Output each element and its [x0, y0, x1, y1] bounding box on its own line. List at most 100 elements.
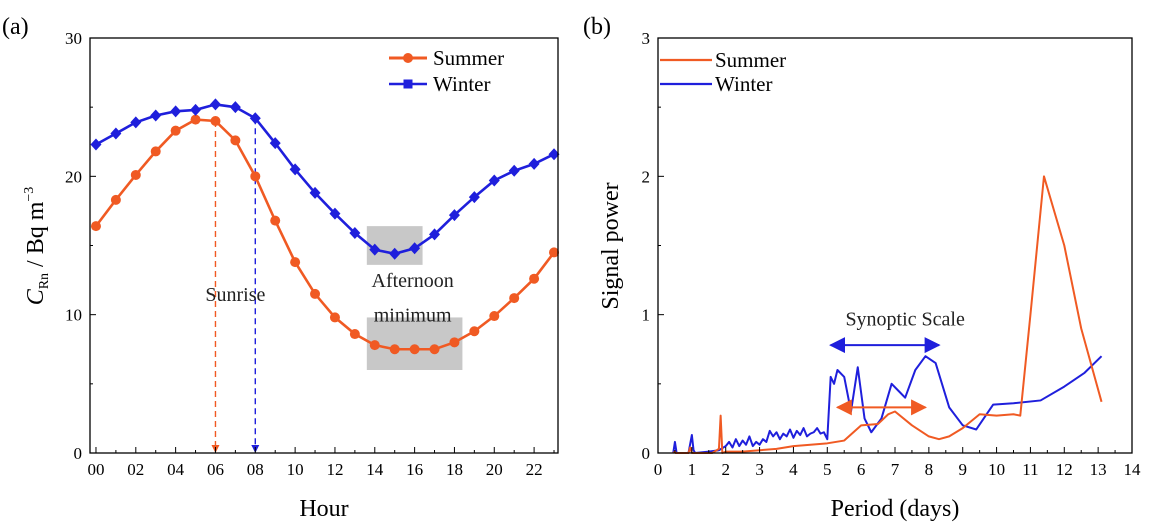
- point-winter-20: [488, 174, 500, 187]
- panel-a: (a) Sunrise Afternoon minimum 00 02 04 06 08 10…: [2, 14, 560, 522]
- point-summer-4: [170, 125, 181, 136]
- point-winter-6: [209, 98, 221, 111]
- afternoon-minimum-shading: [366, 226, 463, 370]
- a-xtick-label-2: 04: [167, 460, 185, 479]
- a-xtick-label-4: 08: [247, 460, 264, 479]
- b-xtick-label-6: 6: [857, 460, 866, 479]
- series-line-summer: [94, 118, 556, 351]
- b-ytick-label-3: 3: [642, 29, 651, 48]
- panel-b-y-ticks: 0 1 2 3: [642, 29, 664, 463]
- legend-summer-label: Summer: [433, 46, 504, 70]
- a-xtick-label-11: 22: [526, 460, 543, 479]
- b-xtick-label-9: 9: [958, 460, 967, 479]
- annotation-a-2: minimum: [374, 305, 452, 327]
- point-winter-4: [170, 105, 182, 118]
- point-summer-1: [110, 194, 121, 205]
- b-xtick-label-3: 3: [755, 460, 764, 479]
- b-xtick-label-14: 14: [1124, 460, 1142, 479]
- y-label-sup: −3: [22, 187, 37, 202]
- point-winter-10: [289, 163, 301, 176]
- point-winter-5: [190, 103, 202, 116]
- point-winter-0: [90, 138, 102, 151]
- point-winter-18: [448, 209, 460, 222]
- point-summer-11: [310, 288, 321, 299]
- point-winter-11: [309, 186, 321, 199]
- point-summer-23: [549, 247, 560, 258]
- b-xtick-label-11: 11: [1022, 460, 1038, 479]
- a-xtick-label-8: 16: [406, 460, 423, 479]
- series-line-winter: [95, 103, 555, 256]
- a-xtick-label-3: 06: [207, 460, 224, 479]
- annotation-a-1: Afternoon: [372, 270, 454, 292]
- point-summer-15: [389, 344, 400, 355]
- legend-winter-label: Winter: [715, 72, 772, 96]
- annotation-a-0: Sunrise: [205, 284, 265, 306]
- point-winter-3: [150, 109, 162, 122]
- point-summer-7: [230, 135, 241, 146]
- panel-b-x-ticks: 0 1 2 3 4 5 6 7 8 9 10 11 12 13 14: [654, 447, 1141, 479]
- b-xtick-label-4: 4: [789, 460, 798, 479]
- point-summer-17: [429, 344, 440, 355]
- b-ytick-label-2: 2: [642, 167, 651, 186]
- a-ytick-label-1: 10: [65, 306, 82, 325]
- a-xtick-label-9: 18: [446, 460, 463, 479]
- panel-b-label: (b): [583, 14, 611, 40]
- a-xtick-label-7: 14: [366, 460, 384, 479]
- point-winter-22: [528, 157, 540, 170]
- synoptic-scale-arrows: [829, 337, 941, 416]
- point-winter-13: [349, 227, 361, 240]
- panel-b-y-label: Signal power: [598, 182, 624, 309]
- point-summer-21: [509, 293, 520, 304]
- point-summer-10: [290, 257, 301, 268]
- shaded-region-1: [366, 317, 463, 370]
- y-label-rest: / Bq m: [23, 201, 49, 273]
- a-xtick-label-6: 12: [326, 460, 343, 479]
- point-summer-18: [449, 337, 460, 348]
- a-ytick-label-3: 30: [65, 29, 82, 48]
- point-summer-12: [329, 312, 340, 323]
- point-winter-17: [429, 228, 441, 241]
- point-summer-0: [90, 221, 101, 232]
- b-xtick-label-1: 1: [688, 460, 697, 479]
- point-winter-9: [269, 137, 281, 150]
- panel-a-annotations: Sunrise Afternoon minimum: [205, 270, 453, 327]
- point-summer-5: [190, 114, 201, 125]
- point-summer-13: [349, 329, 360, 340]
- panel-a-series: [90, 98, 560, 355]
- point-winter-19: [468, 191, 480, 204]
- panel-b-frame: [657, 37, 1133, 454]
- panel-a-x-ticks: 00 02 04 06 08 10 12 14 16 18 20 22: [87, 447, 555, 479]
- point-summer-9: [270, 215, 281, 226]
- panel-a-frame: [89, 37, 559, 454]
- legend-winter-marker: [403, 79, 413, 89]
- point-winter-23: [548, 148, 560, 161]
- point-winter-7: [229, 101, 241, 114]
- a-xtick-label-5: 10: [287, 460, 304, 479]
- point-summer-3: [150, 146, 161, 157]
- y-label-sub: Rn: [37, 273, 52, 289]
- b-xtick-label-0: 0: [654, 460, 663, 479]
- panel-b: (b) Synoptic Scale 0 1 2 3 4 5 6 7 8 9 10 11 12 13 14 …: [583, 14, 1141, 522]
- a-xtick-label-1: 02: [127, 460, 144, 479]
- a-xtick-label-0: 00: [87, 460, 104, 479]
- b-xtick-label-12: 12: [1056, 460, 1073, 479]
- point-winter-2: [130, 116, 142, 129]
- point-summer-22: [529, 273, 540, 284]
- annotation-b-0: Synoptic Scale: [845, 309, 965, 331]
- a-ytick-label-0: 0: [74, 444, 83, 463]
- b-ytick-label-0: 0: [642, 444, 651, 463]
- a-xtick-label-10: 20: [486, 460, 503, 479]
- point-summer-19: [469, 326, 480, 337]
- point-summer-14: [369, 340, 380, 351]
- panel-a-x-label: Hour: [299, 496, 348, 522]
- legend-summer-marker: [403, 53, 413, 63]
- b-ytick-label-1: 1: [642, 306, 651, 325]
- b-xtick-label-5: 5: [823, 460, 832, 479]
- b-xtick-label-7: 7: [891, 460, 900, 479]
- legend-summer-label: Summer: [715, 48, 786, 72]
- point-winter-1: [110, 127, 122, 140]
- series-line-winter: [672, 355, 1103, 454]
- point-winter-12: [329, 207, 341, 220]
- point-winter-21: [508, 164, 520, 177]
